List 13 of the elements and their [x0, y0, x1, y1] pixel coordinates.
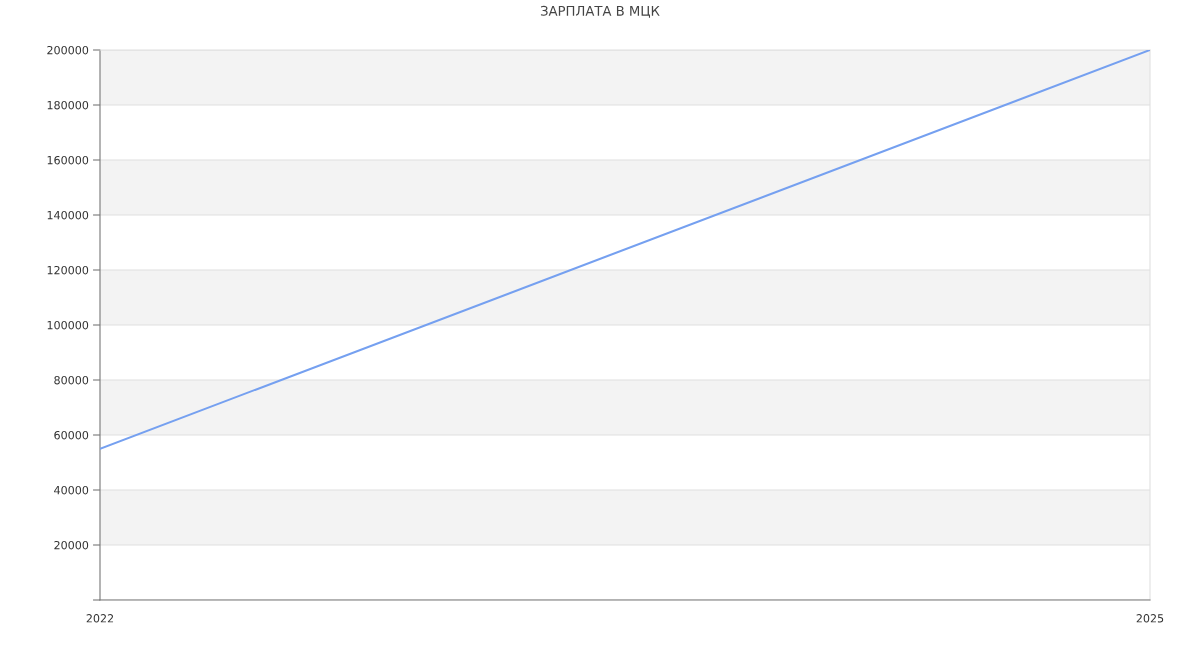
x-tick-label: 2022 — [86, 614, 114, 623]
y-tick-label: 20000 — [54, 540, 89, 550]
y-tick-label: 140000 — [47, 210, 89, 220]
y-tick-label: 200000 — [47, 45, 89, 55]
x-tick-label: 2025 — [1136, 614, 1164, 623]
y-tick-label: 80000 — [54, 375, 89, 385]
y-tick-label: 180000 — [47, 100, 89, 110]
y-tick-label: 120000 — [47, 265, 89, 275]
y-tick-label: 100000 — [47, 320, 89, 330]
y-tick-label: 60000 — [54, 430, 89, 440]
y-tick-label: 160000 — [47, 155, 89, 165]
chart-title: ЗАРПЛАТА В МЦК — [540, 5, 660, 18]
y-tick-label: 40000 — [54, 485, 89, 495]
